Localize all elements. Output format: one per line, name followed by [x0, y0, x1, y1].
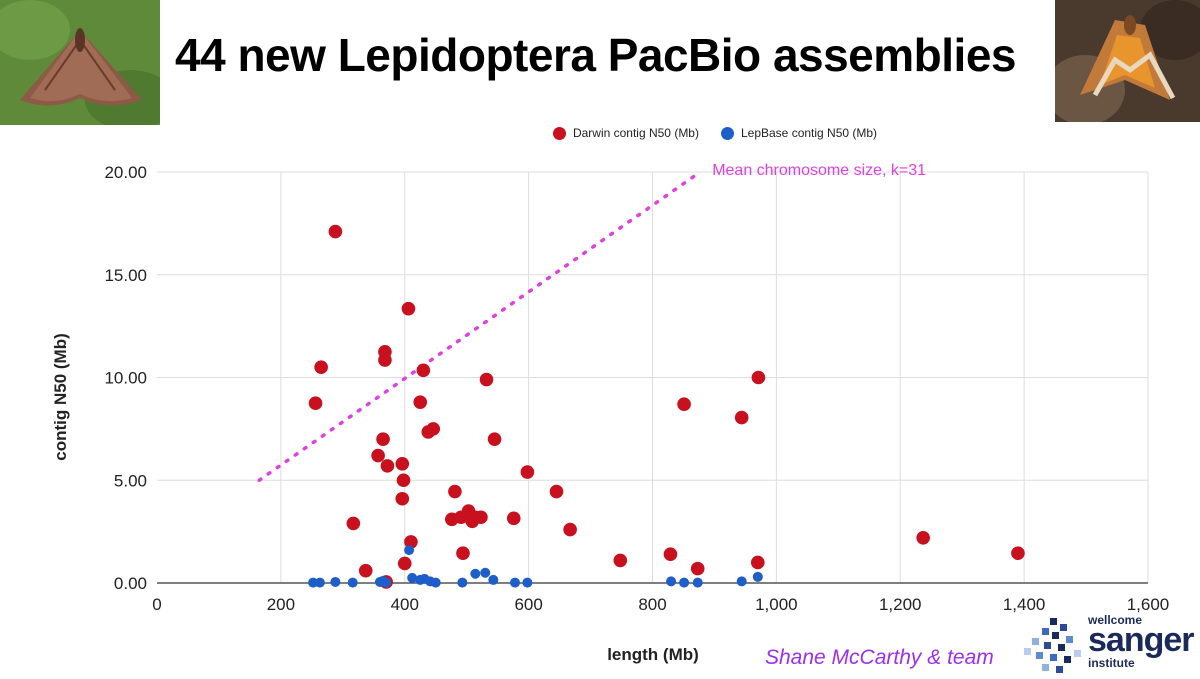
sanger-logo: wellcome sanger institute: [1020, 614, 1200, 674]
darwin-point: [380, 459, 395, 473]
legend-item-darwin: Darwin contig N50 (Mb): [323, 126, 699, 140]
darwin-point: [395, 491, 410, 506]
slide-title: 44 new Lepidoptera PacBio assemblies: [175, 29, 1017, 81]
darwin-point: [358, 563, 373, 578]
grid: [157, 171, 1149, 583]
darwin-point: [401, 301, 416, 316]
darwin-point: [487, 432, 502, 446]
legend-label-darwin: Darwin contig N50 (Mb): [572, 126, 699, 140]
lepbase-point: [407, 572, 418, 583]
darwin-point: [506, 511, 521, 526]
darwin-point: [456, 546, 470, 561]
x-tick-label: 0: [152, 595, 161, 614]
x-tick-label: 800: [638, 595, 666, 614]
lepbase-point: [692, 577, 703, 588]
darwin-point: [690, 561, 705, 576]
logo-line-wellcome: wellcome: [1088, 613, 1143, 627]
darwin-point: [916, 530, 930, 545]
darwin-point: [426, 422, 441, 436]
lepbase-point: [314, 577, 325, 588]
lepbase-point: [509, 577, 520, 588]
legend-item-lepbase: LepBase contig N50 (Mb): [720, 126, 878, 140]
darwin-point: [613, 553, 628, 568]
credit-text: Shane McCarthy & team: [765, 646, 994, 669]
y-axis-title: contig N50 (Mb): [51, 333, 70, 461]
darwin-point: [479, 372, 494, 387]
x-tick-label: 1,000: [755, 595, 798, 614]
x-tick-label: 400: [391, 595, 419, 614]
logo-line-sanger: sanger: [1088, 621, 1194, 659]
darwin-point: [677, 397, 691, 412]
lepbase-point: [488, 574, 499, 585]
x-tick-label: 1,600: [1127, 595, 1170, 614]
lepbase-point: [736, 576, 747, 587]
darwin-point: [404, 535, 418, 549]
lepbase-point: [457, 577, 468, 588]
y-tick-label: 0.00: [114, 574, 147, 593]
darwin-point: [376, 432, 390, 446]
lepbase-point: [752, 571, 763, 582]
moth-photo-right: [1055, 0, 1200, 122]
darwin-point: [328, 224, 343, 239]
x-tick-label: 200: [267, 595, 295, 614]
lepbase-point: [381, 577, 392, 588]
axes: 0 200 400 600 800 1,000 1,200 1,400 1,600 0.00 5.0…: [104, 163, 1169, 614]
lepbase-point: [347, 577, 358, 588]
logo-line-institute: institute: [1088, 656, 1135, 670]
darwin-point: [563, 522, 577, 537]
lepbase-point: [430, 577, 441, 588]
darwin-point: [549, 484, 564, 499]
x-tick-label: 1,400: [1003, 595, 1046, 614]
darwin-point: [378, 353, 392, 367]
y-tick-label: 5.00: [114, 471, 147, 490]
darwin-point: [474, 510, 488, 525]
lepbase-point: [522, 577, 533, 588]
legend-marker-lepbase: [720, 126, 734, 140]
y-tick-label: 10.00: [104, 369, 147, 388]
lepbase-point: [666, 576, 677, 587]
darwin-point: [346, 516, 361, 531]
darwin-point: [371, 448, 385, 463]
sanger-logo-mark: [1024, 618, 1081, 673]
lepbase-point: [470, 568, 481, 579]
darwin-point: [396, 473, 411, 488]
darwin-point: [1011, 546, 1025, 561]
darwin-point: [416, 363, 431, 378]
data-points: [308, 224, 1025, 589]
moth-photo-left: [0, 0, 160, 125]
x-axis-title: length (Mb): [607, 645, 699, 664]
lepbase-point: [404, 545, 415, 556]
reference-line-label: Mean chromosome size, k=31: [712, 162, 926, 179]
legend-label-lepbase: LepBase contig N50 (Mb): [740, 126, 878, 140]
y-tick-label: 15.00: [104, 266, 147, 285]
lepbase-point: [679, 577, 690, 588]
darwin-point: [520, 465, 535, 479]
darwin-point: [413, 395, 428, 409]
darwin-point: [663, 547, 678, 562]
x-tick-label: 600: [514, 595, 542, 614]
lepbase-point: [330, 576, 341, 587]
darwin-point: [448, 484, 462, 499]
darwin-point: [750, 555, 765, 570]
reference-line: [257, 170, 702, 482]
darwin-point: [751, 370, 766, 385]
sanger-logo-text: wellcome sanger institute: [1088, 614, 1194, 669]
lepbase-point: [480, 567, 491, 578]
darwin-point: [395, 457, 410, 471]
darwin-point: [397, 556, 412, 571]
legend-marker-darwin: [552, 126, 566, 140]
darwin-point: [734, 410, 749, 425]
y-tick-label: 20.00: [104, 163, 147, 182]
reference-line-group: Mean chromosome size, k=31: [257, 162, 926, 482]
x-tick-label: 1,200: [879, 595, 922, 614]
chart-legend: Darwin contig N50 (Mb) LepBase contig N5…: [0, 126, 1200, 140]
darwin-point: [314, 360, 328, 375]
darwin-point: [308, 396, 323, 410]
